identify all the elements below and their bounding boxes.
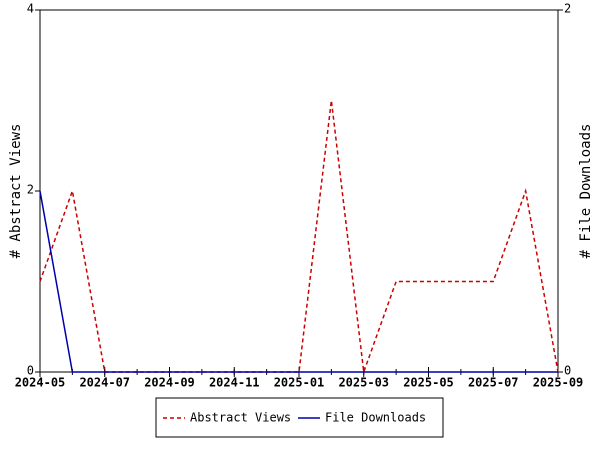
series-line (39, 190, 558, 373)
legend-label: Abstract Views (190, 411, 291, 425)
x-tick-label: 2024-11 (209, 376, 260, 390)
y2-tick-label: 2 (564, 2, 571, 16)
x-tick-label: 2024-07 (79, 376, 130, 390)
x-tick-label: 2025-01 (274, 376, 325, 390)
y-tick-label: 4 (27, 2, 34, 16)
x-tick-label: 2025-05 (403, 376, 454, 390)
series-line (39, 100, 559, 373)
x-tick-label: 2024-09 (144, 376, 195, 390)
legend-label: File Downloads (325, 411, 426, 425)
plot-frame (39, 9, 559, 373)
x-tick-label: 2025-09 (533, 376, 584, 390)
y2-axis-title: # File Downloads (578, 124, 594, 259)
x-tick-label: 2025-03 (338, 376, 389, 390)
y-tick-label: 0 (27, 364, 34, 378)
x-tick-label: 2024-05 (15, 376, 66, 390)
x-tick-label: 2025-07 (468, 376, 519, 390)
y-tick-label: 2 (27, 183, 34, 197)
y2-tick-label: 0 (564, 364, 571, 378)
y-axis-title: # Abstract Views (8, 124, 24, 259)
